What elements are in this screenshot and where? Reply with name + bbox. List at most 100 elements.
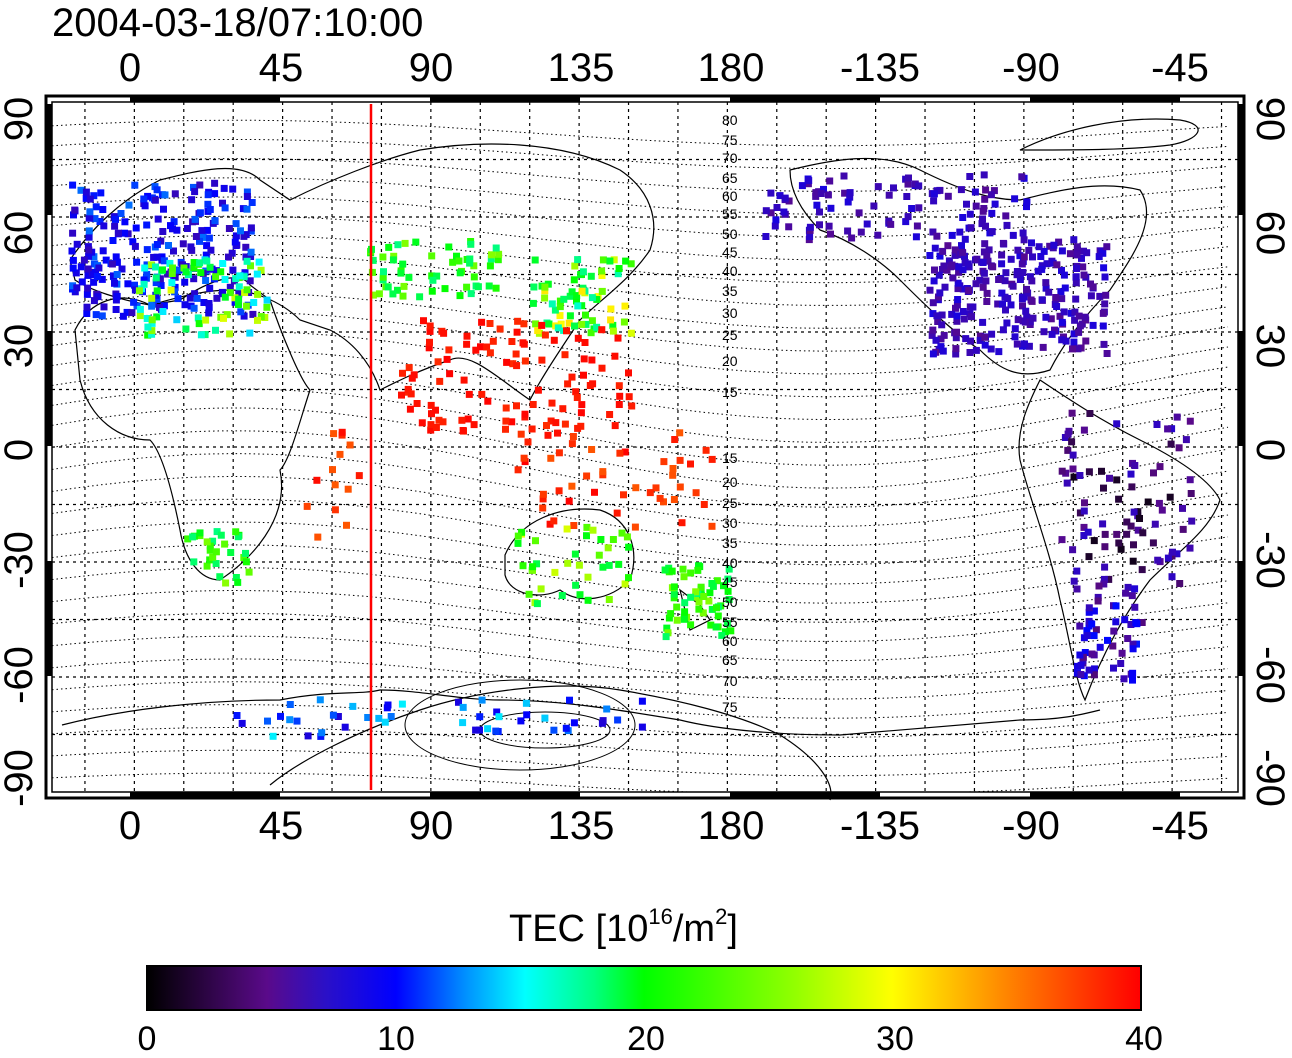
tec-cell xyxy=(90,297,98,305)
tec-cell xyxy=(522,699,530,707)
tec-cell xyxy=(115,229,122,237)
tec-cell xyxy=(1122,589,1130,597)
tec-cell xyxy=(182,325,190,333)
tec-cell xyxy=(972,280,980,288)
tec-cell xyxy=(953,312,961,320)
tec-cell xyxy=(981,195,989,203)
tec-cell xyxy=(614,716,622,724)
tec-cell xyxy=(121,229,128,237)
tec-cell xyxy=(940,331,948,339)
tec-cell xyxy=(456,269,464,277)
tec-cell xyxy=(428,410,435,418)
tec-cell xyxy=(390,252,398,260)
tec-cell xyxy=(209,553,217,561)
tec-cell xyxy=(1072,295,1080,303)
tec-cell xyxy=(529,563,537,571)
tec-cell xyxy=(69,256,77,264)
tec-cell xyxy=(539,490,547,498)
tec-cell xyxy=(90,253,98,261)
tec-cell xyxy=(1080,523,1088,531)
tec-cell xyxy=(445,346,453,354)
tec-cell xyxy=(513,362,521,370)
tec-cell xyxy=(201,331,209,339)
tec-cell xyxy=(239,205,247,213)
tec-cell xyxy=(1186,417,1194,425)
tec-cell xyxy=(605,561,613,569)
tec-cell xyxy=(135,287,143,295)
tec-cell xyxy=(435,416,443,424)
tec-cell xyxy=(486,262,494,270)
tec-cell xyxy=(1085,553,1093,561)
tec-cell xyxy=(568,373,576,381)
tec-cell xyxy=(929,350,937,358)
timestamp-title: 2004-03-18/07:10:00 xyxy=(52,1,424,45)
tec-cell xyxy=(550,336,558,344)
tec-cell xyxy=(817,190,825,197)
tec-cell xyxy=(463,332,471,340)
tec-cell xyxy=(111,279,118,287)
tec-cell xyxy=(762,207,770,215)
tec-cell xyxy=(111,222,119,230)
tec-cell xyxy=(147,261,155,269)
tec-cell xyxy=(355,472,363,480)
tec-cell xyxy=(168,270,176,277)
tec-cell xyxy=(955,268,963,276)
tec-cell xyxy=(670,590,678,598)
tec-cell xyxy=(157,282,165,289)
tec-cell xyxy=(70,211,77,219)
tec-cell xyxy=(1058,536,1066,544)
tec-cell xyxy=(211,190,219,198)
tec-cell xyxy=(1058,336,1066,344)
tec-cell xyxy=(564,380,572,388)
tec-cell xyxy=(1053,303,1061,310)
tec-cell xyxy=(1081,499,1088,507)
tec-cell xyxy=(1060,271,1068,279)
tec-cell xyxy=(206,206,214,213)
tec-cell xyxy=(186,294,194,302)
tec-cell xyxy=(1069,546,1077,554)
tec-cell xyxy=(954,296,962,303)
contour-label: 20 xyxy=(722,353,738,369)
colorbar-tick-label: 30 xyxy=(876,1020,914,1058)
tec-cell xyxy=(948,310,956,318)
contour-line xyxy=(51,234,1229,284)
tec-cell xyxy=(646,489,654,497)
tec-cell xyxy=(205,234,213,242)
tec-cell xyxy=(167,222,174,230)
tec-cell xyxy=(1099,322,1107,330)
tec-cell xyxy=(762,233,770,240)
tec-cell xyxy=(257,313,265,321)
tec-cell xyxy=(397,269,405,277)
tec-cell xyxy=(979,259,987,266)
tec-cell xyxy=(931,266,938,274)
tec-cell xyxy=(152,291,160,299)
tec-cell xyxy=(570,276,578,284)
tec-cell xyxy=(153,186,161,194)
tec-cell xyxy=(524,438,532,446)
tec-cell xyxy=(952,345,960,353)
tec-cell xyxy=(681,608,689,616)
contour-label: 40 xyxy=(722,263,738,279)
tec-cell xyxy=(548,300,556,308)
tec-cell xyxy=(198,227,206,235)
tec-cell xyxy=(512,350,520,358)
tec-cell xyxy=(463,283,471,291)
tec-cell xyxy=(100,303,108,311)
tec-cell xyxy=(571,262,579,270)
tec-cell xyxy=(478,318,486,326)
tec-cell xyxy=(520,320,528,328)
tec-cell xyxy=(1076,322,1084,330)
tec-cell xyxy=(948,231,956,239)
tec-cell xyxy=(913,222,921,230)
tec-cell xyxy=(999,326,1007,334)
tec-cell xyxy=(1064,430,1072,438)
tec-cell xyxy=(173,267,181,275)
tec-cell xyxy=(440,329,448,337)
contour-line xyxy=(51,388,1229,466)
tec-cell xyxy=(841,189,849,197)
tec-cell xyxy=(988,228,996,236)
tec-cell xyxy=(541,283,549,291)
tec-cell xyxy=(708,455,716,463)
tec-cell xyxy=(984,257,992,265)
tec-cell xyxy=(167,286,175,294)
